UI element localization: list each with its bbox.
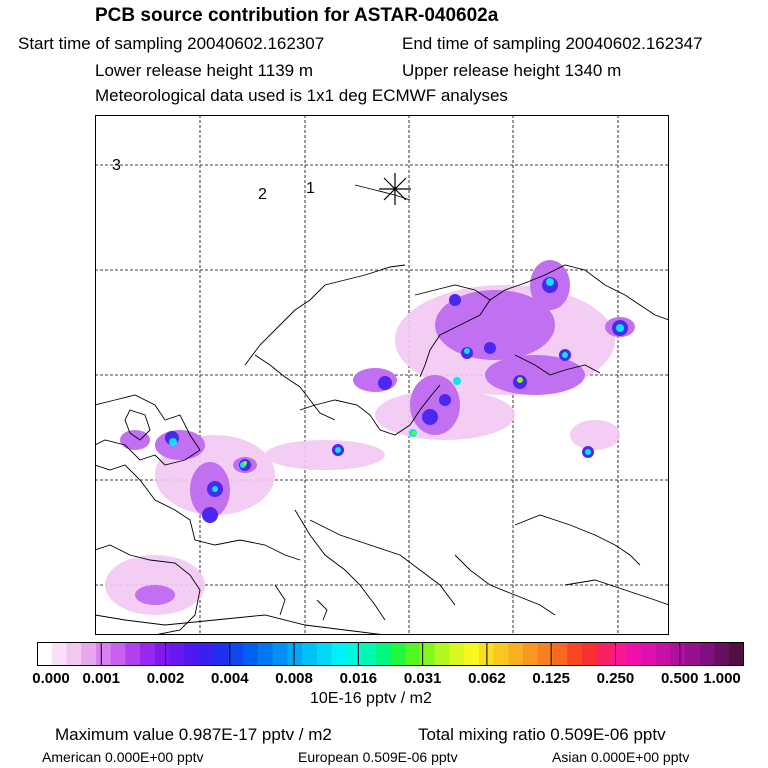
color-scale-cell bbox=[316, 642, 333, 666]
contour-label-1: 1 bbox=[306, 180, 315, 197]
asian-contribution-label: Asian 0.000E+00 pptv bbox=[552, 749, 690, 765]
color-scale-cell bbox=[257, 642, 274, 666]
color-scale-cell bbox=[405, 642, 421, 666]
color-scale-cell bbox=[729, 642, 744, 666]
color-scale-cell bbox=[184, 642, 200, 666]
color-scale-cell bbox=[213, 642, 230, 666]
color-scale-tick-label: 0.031 bbox=[403, 670, 442, 687]
color-scale-tick-label: 0.008 bbox=[275, 670, 313, 687]
european-contribution-label: European 0.509E-06 pptv bbox=[298, 749, 458, 765]
star-icon bbox=[379, 173, 411, 205]
color-scale-tick-label: 0.016 bbox=[339, 670, 378, 687]
end-time-label: End time of sampling 20040602.162347 bbox=[402, 34, 703, 53]
color-scale-bar bbox=[37, 642, 744, 666]
color-scale-cell bbox=[596, 642, 613, 666]
color-scale-cell bbox=[655, 642, 671, 666]
color-scale-cell bbox=[390, 642, 406, 666]
color-scale-cell bbox=[508, 642, 524, 666]
color-scale-tick-label: 0.000 bbox=[32, 670, 70, 687]
color-scale-cell bbox=[302, 642, 318, 666]
lower-height-label: Lower release height 1139 m bbox=[95, 61, 313, 80]
color-scale-tick-label: 0.125 bbox=[532, 670, 570, 687]
color-scale-cell bbox=[699, 642, 716, 666]
color-scale-cell bbox=[626, 642, 642, 666]
color-scale-cell bbox=[464, 642, 480, 666]
color-scale-cell bbox=[272, 642, 288, 666]
color-scale-cell bbox=[51, 642, 68, 666]
color-scale-cell bbox=[449, 642, 465, 666]
color-scale-cell bbox=[154, 642, 171, 666]
color-scale-cell bbox=[140, 642, 156, 666]
color-scale-cell bbox=[552, 642, 568, 666]
color-scale-cell bbox=[199, 642, 215, 666]
color-scale-cell bbox=[228, 642, 244, 666]
color-scale-cell bbox=[81, 642, 97, 666]
color-scale-tick-label: 1.000 bbox=[703, 670, 741, 687]
color-scale-cell bbox=[523, 642, 539, 666]
color-scale-cell bbox=[419, 642, 436, 666]
color-scale-cell bbox=[714, 642, 730, 666]
color-scale-cell bbox=[567, 642, 583, 666]
color-scale-cell bbox=[287, 642, 303, 666]
color-scale-tick-label: 0.250 bbox=[596, 670, 635, 687]
maximum-value-label: Maximum value 0.987E-17 pptv / m2 bbox=[55, 725, 332, 744]
color-scale-cell bbox=[611, 642, 627, 666]
concentration-field bbox=[105, 260, 635, 615]
plot-title: PCB source contribution for ASTAR-040602… bbox=[95, 5, 499, 26]
met-data-label: Meteorological data used is 1x1 deg ECMW… bbox=[95, 86, 508, 105]
color-scale-cell bbox=[670, 642, 686, 666]
color-scale-tick-label: 0.500 bbox=[660, 670, 699, 687]
start-time-label: Start time of sampling 20040602.162307 bbox=[18, 34, 325, 53]
color-scale-cell bbox=[331, 642, 347, 666]
color-scale-tick-label: 0.062 bbox=[468, 670, 506, 687]
color-scale-cell bbox=[493, 642, 509, 666]
color-scale-cell bbox=[66, 642, 82, 666]
color-scale-cell bbox=[581, 642, 598, 666]
color-scale-cell bbox=[125, 642, 141, 666]
units-label: 10E-16 pptv / m2 bbox=[310, 690, 432, 707]
color-scale-cell bbox=[169, 642, 185, 666]
color-scale-cell bbox=[346, 642, 362, 666]
color-scale-cell bbox=[434, 642, 451, 666]
coastlines bbox=[95, 184, 669, 635]
color-scale-cell bbox=[95, 642, 112, 666]
color-scale-cell bbox=[640, 642, 657, 666]
color-scale-cell bbox=[37, 642, 53, 666]
color-scale-cell bbox=[110, 642, 126, 666]
total-mixing-ratio-label: Total mixing ratio 0.509E-06 pptv bbox=[418, 725, 666, 744]
color-scale-cell bbox=[361, 642, 377, 666]
upper-height-label: Upper release height 1340 m bbox=[402, 61, 622, 80]
color-scale-tick-label: 0.004 bbox=[211, 670, 249, 687]
color-scale-tick-label: 0.001 bbox=[82, 670, 121, 687]
color-scale-cell bbox=[243, 642, 259, 666]
contour-label-3: 3 bbox=[112, 157, 121, 174]
american-contribution-label: American 0.000E+00 pptv bbox=[42, 749, 204, 765]
contour-label-2: 2 bbox=[258, 186, 267, 203]
color-scale-cell bbox=[685, 642, 701, 666]
color-scale-cell bbox=[375, 642, 392, 666]
color-scale-cell bbox=[537, 642, 554, 666]
map-panel: 3 2 1 bbox=[95, 115, 669, 635]
color-scale-tick-label: 0.002 bbox=[146, 670, 185, 687]
